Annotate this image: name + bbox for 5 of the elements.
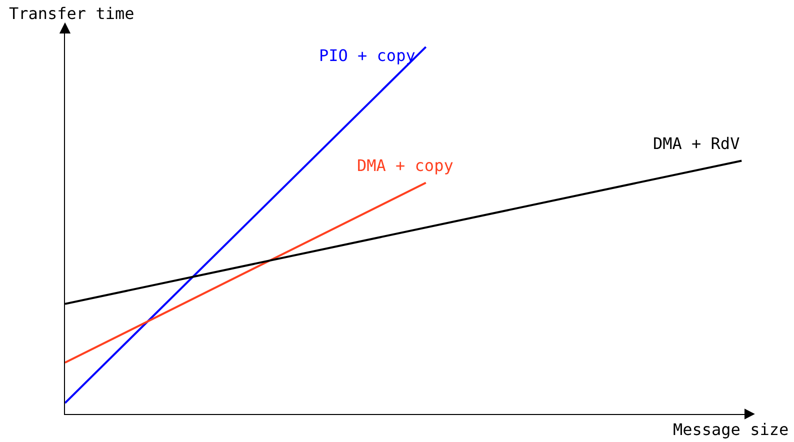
y-axis-title: Transfer time: [9, 4, 134, 23]
series-label: PIO + copy: [319, 46, 416, 65]
series-label: DMA + RdV: [653, 134, 740, 153]
series-label: DMA + copy: [357, 156, 454, 175]
x-axis-title: Message size: [673, 420, 789, 439]
